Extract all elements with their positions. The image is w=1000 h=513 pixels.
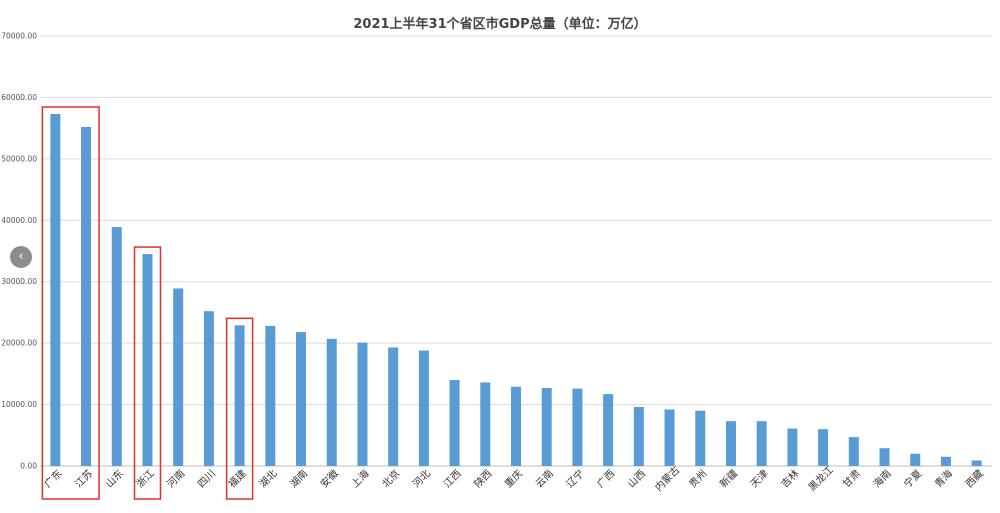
- x-tick-label: 湖北: [257, 468, 280, 491]
- x-tick-label: 辽宁: [563, 467, 586, 490]
- chevron-left-icon: ‹: [18, 249, 24, 264]
- x-tick-label: 广东: [41, 467, 64, 490]
- bar-广西: [603, 394, 614, 466]
- x-tick-label: 天津: [748, 468, 771, 491]
- bar-江苏: [81, 126, 92, 467]
- bar-北京: [388, 347, 399, 466]
- x-tick-label: 黑龙江: [805, 463, 835, 493]
- bar-山西: [633, 407, 644, 466]
- x-tick-label: 陕西: [471, 467, 494, 490]
- bar-西藏: [971, 460, 982, 466]
- bar-河北: [418, 350, 429, 466]
- x-tick-label: 重庆: [502, 467, 525, 490]
- bar-上海: [357, 342, 368, 466]
- bar-江西: [449, 380, 460, 466]
- bar-贵州: [695, 410, 706, 466]
- y-tick-label: 0.00: [20, 462, 37, 471]
- x-tick-label: 安徽: [318, 467, 341, 490]
- highlight-box: [133, 246, 162, 500]
- bar-广东: [50, 114, 61, 466]
- x-tick-label: 海南: [870, 467, 893, 490]
- chart-title: 2021上半年31个省区市GDP总量（单位：万亿）: [353, 17, 647, 32]
- x-tick-label: 北京: [379, 467, 402, 490]
- bar-陕西: [480, 382, 491, 466]
- x-tick-label: 青海: [932, 467, 955, 490]
- bar-福建: [234, 325, 245, 466]
- bar-四川: [203, 311, 214, 466]
- y-tick-label: 40000.00: [1, 216, 37, 225]
- y-tick-label: 50000.00: [1, 154, 37, 163]
- x-tick-label: 山东: [103, 467, 126, 490]
- bar-海南: [879, 448, 890, 466]
- x-tick-label: 云南: [533, 467, 556, 490]
- bar-内蒙古: [664, 409, 675, 466]
- bar-河南: [173, 288, 184, 466]
- x-tick-label: 江西: [441, 468, 464, 491]
- x-tick-label: 江苏: [72, 467, 95, 490]
- x-tick-label: 上海: [348, 467, 371, 490]
- bar-湖北: [265, 325, 276, 466]
- x-tick-label: 浙江: [134, 468, 157, 491]
- bar-宁夏: [910, 453, 921, 466]
- x-tick-label: 内蒙古: [652, 463, 682, 493]
- x-tick-label: 河南: [164, 467, 187, 490]
- x-tick-label: 福建: [225, 467, 248, 490]
- x-tick-label: 湖南: [287, 467, 310, 490]
- y-tick-label: 70000.00: [1, 32, 37, 41]
- prev-button[interactable]: ‹: [10, 246, 32, 268]
- bar-辽宁: [572, 388, 583, 466]
- x-tick-label: 甘肃: [840, 467, 863, 490]
- bar-重庆: [511, 386, 521, 466]
- bar-天津: [756, 421, 767, 466]
- bar-新疆: [725, 421, 736, 466]
- bar-吉林: [787, 428, 798, 466]
- x-tick-label: 吉林: [778, 467, 801, 490]
- highlight-box: [225, 317, 254, 500]
- bar-安徽: [326, 338, 337, 466]
- x-tick-label: 河北: [410, 468, 433, 491]
- highlight-box: [41, 106, 100, 500]
- bar-青海: [940, 456, 951, 466]
- x-tick-label: 西藏: [963, 468, 986, 491]
- y-tick-label: 10000.00: [1, 400, 37, 409]
- y-tick-label: 20000.00: [1, 339, 37, 348]
- bar-黑龙江: [818, 429, 829, 466]
- x-tick-label: 广西: [595, 468, 618, 491]
- bar-云南: [541, 387, 552, 466]
- bar-湖南: [296, 332, 307, 466]
- bar-山东: [111, 227, 122, 466]
- x-tick-label: 四川: [196, 468, 218, 490]
- x-tick-label: 宁夏: [901, 467, 924, 490]
- x-tick-label: 贵州: [686, 467, 709, 490]
- bar-甘肃: [848, 437, 859, 466]
- bar-浙江: [142, 254, 153, 466]
- y-tick-label: 60000.00: [1, 93, 37, 102]
- x-tick-label: 山西: [625, 468, 648, 491]
- y-tick-label: 30000.00: [1, 277, 37, 286]
- x-tick-label: 新疆: [717, 467, 740, 490]
